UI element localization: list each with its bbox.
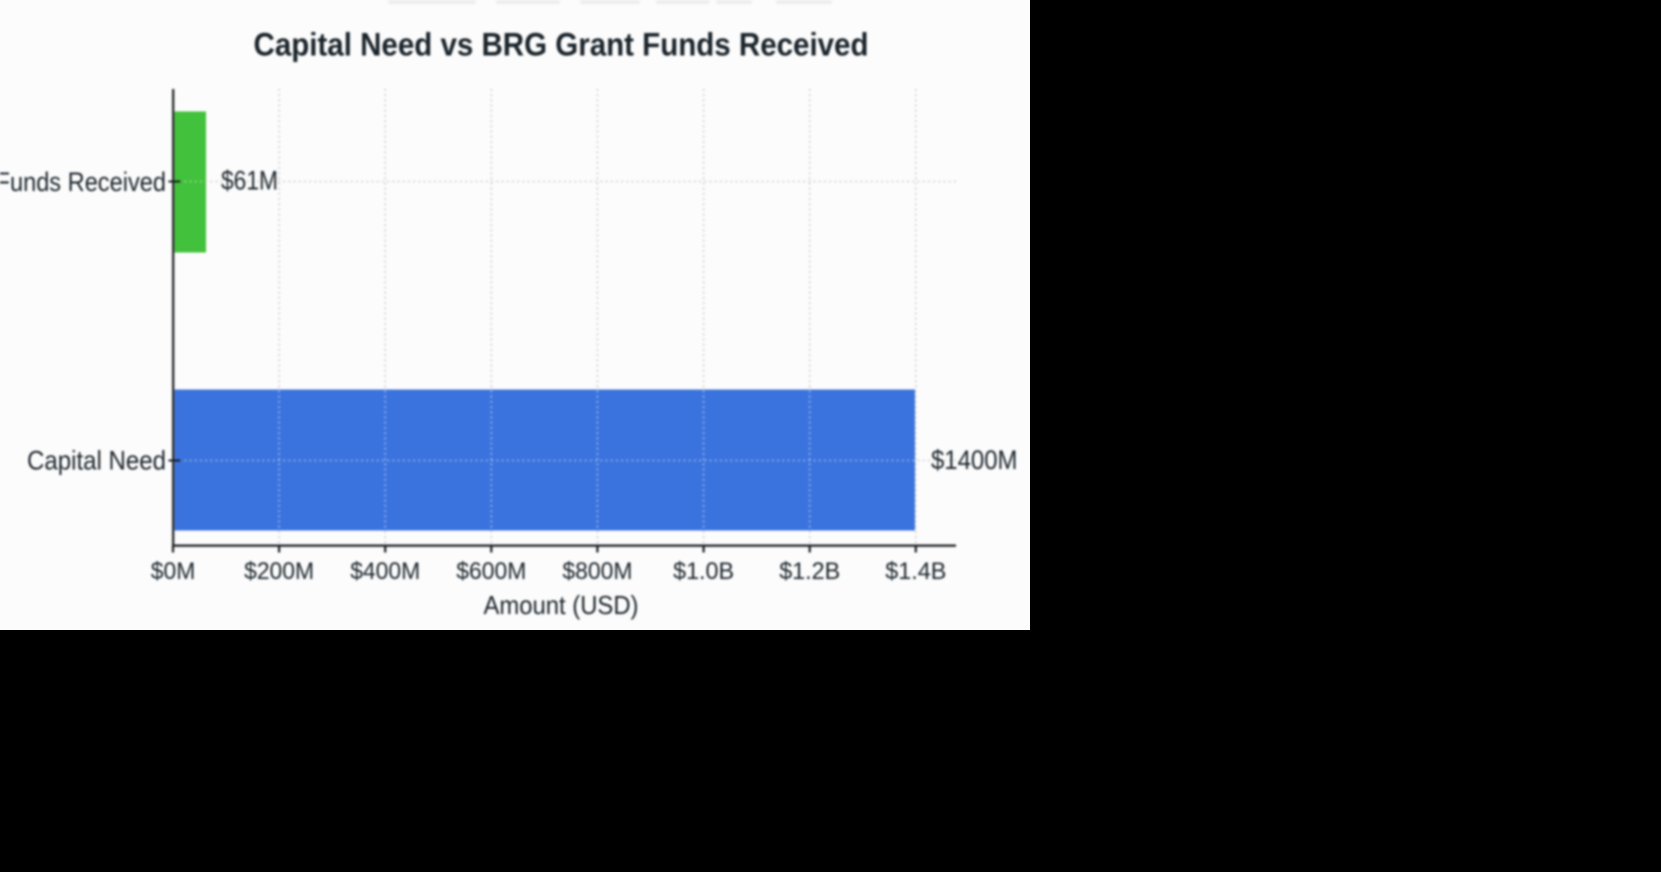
- svg-text:Capital Need vs BRG Grant Fund: Capital Need vs BRG Grant Funds Received: [254, 27, 869, 63]
- svg-text:$200M: $200M: [244, 558, 314, 585]
- svg-text:$0M: $0M: [151, 558, 196, 585]
- svg-text:$1.0B: $1.0B: [673, 558, 734, 585]
- svg-text:$600M: $600M: [456, 558, 526, 585]
- svg-text:Grant Funds Received: Grant Funds Received: [0, 167, 166, 197]
- svg-text:$61M: $61M: [221, 166, 278, 196]
- svg-text:$1.4B: $1.4B: [885, 558, 946, 585]
- svg-text:Amount (USD): Amount (USD): [484, 590, 639, 620]
- svg-text:$1400M: $1400M: [931, 445, 1018, 475]
- svg-text:$400M: $400M: [350, 558, 420, 585]
- svg-text:$1.2B: $1.2B: [779, 558, 840, 585]
- svg-text:$800M: $800M: [562, 558, 632, 585]
- svg-text:Capital Need: Capital Need: [27, 446, 166, 476]
